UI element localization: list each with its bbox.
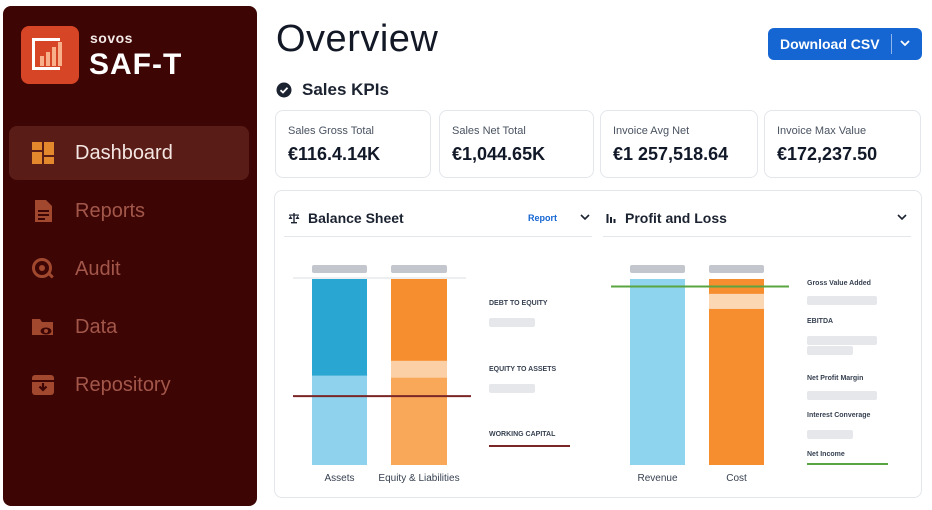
x-tick-label: Cost (726, 473, 747, 484)
download-csv-button[interactable]: Download CSV (768, 28, 922, 60)
kpi-card-sales-net-total: Sales Net Total €1,044.65K (439, 110, 594, 178)
bar-segment (391, 279, 447, 361)
balance-sheet-header: Balance Sheet (288, 210, 404, 226)
profit-loss-header: Profit and Loss (606, 210, 727, 226)
sidebar: sovos SAF-T Dashboard Reports Audit (3, 6, 257, 506)
bar-segment (709, 308, 764, 465)
sidebar-item-reports[interactable]: Reports (9, 184, 249, 238)
metric-value-placeholder (807, 296, 877, 305)
page-title: Overview (276, 18, 439, 60)
metric-label: Gross Value Added (807, 280, 871, 287)
data-folder-icon (32, 319, 53, 335)
check-circle-icon (276, 82, 292, 98)
app-logo (21, 26, 79, 84)
bar-segment (391, 360, 447, 378)
metric-value-placeholder (807, 336, 877, 345)
ratio-value-placeholder (489, 384, 535, 393)
balance-sheet-divider (284, 236, 592, 237)
download-csv-label: Download CSV (780, 36, 880, 52)
sales-kpis-heading: Sales KPIs (276, 80, 389, 100)
section-title: Sales KPIs (302, 80, 389, 99)
sidebar-item-audit[interactable]: Audit (9, 242, 249, 296)
profit-loss-title: Profit and Loss (625, 210, 727, 226)
profit-loss-chevron-down-icon[interactable] (896, 211, 908, 223)
bar-header-placeholder (630, 265, 685, 273)
ratio-value-placeholder (489, 318, 535, 327)
bar-chart-logo-icon (32, 38, 62, 70)
scale-balance-icon (288, 213, 300, 224)
kpi-value: €1 257,518.64 (613, 144, 729, 164)
kpi-value: €172,237.50 (777, 144, 878, 164)
bar-segment (312, 279, 367, 376)
metric-label: EBITDA (807, 318, 833, 325)
brand-company: sovos (90, 30, 133, 46)
bar-segment (630, 279, 685, 465)
ratio-label: WORKING CAPITAL (489, 431, 556, 438)
sidebar-item-repository[interactable]: Repository (9, 358, 249, 412)
button-divider (891, 34, 892, 54)
bar-header-placeholder (391, 265, 447, 273)
kpi-label: Invoice Max Value (777, 125, 867, 137)
metric-label: Net Profit Margin (807, 375, 863, 382)
kpi-label: Invoice Avg Net (613, 125, 690, 137)
audit-magnifier-icon (32, 258, 54, 279)
kpi-card-sales-gross-total: Sales Gross Total €116.4.14K (275, 110, 431, 178)
dashboard-icon (32, 142, 54, 164)
kpi-label: Sales Net Total (452, 125, 526, 137)
metric-value-placeholder (807, 391, 877, 400)
x-tick-label: Assets (324, 473, 354, 484)
bar-chart-icon (606, 213, 616, 223)
ratio-label: EQUITY TO ASSETS (489, 366, 556, 373)
balance-sheet-title: Balance Sheet (308, 210, 404, 226)
metric-label: Interest Converage (807, 412, 871, 419)
balance-sheet-report-link[interactable]: Report (528, 213, 557, 223)
metric-label: Net Income (807, 451, 845, 458)
bar-header-placeholder (312, 265, 367, 273)
x-tick-label: Revenue (637, 473, 677, 484)
sidebar-item-label: Dashboard (75, 141, 173, 164)
kpi-value: €116.4.14K (288, 144, 381, 164)
bar-header-placeholder (709, 265, 764, 273)
chevron-down-icon[interactable] (899, 37, 911, 49)
kpi-value: €1,044.65K (452, 144, 546, 164)
kpi-card-invoice-max-value: Invoice Max Value €172,237.50 (764, 110, 921, 178)
kpi-card-invoice-avg-net: Invoice Avg Net €1 257,518.64 (600, 110, 758, 178)
sidebar-item-label: Data (75, 315, 118, 338)
profit-loss-divider (603, 236, 911, 237)
balance-sheet-chevron-down-icon[interactable] (579, 211, 591, 223)
sidebar-item-dashboard[interactable]: Dashboard (9, 126, 249, 180)
bar-segment (391, 377, 447, 465)
x-tick-label: Equity & Liabilities (378, 473, 459, 484)
bar-segment (709, 293, 764, 309)
report-doc-icon (35, 200, 52, 222)
sidebar-item-label: Repository (75, 373, 171, 396)
bar-segment (312, 375, 367, 465)
brand-product: SAF-T (89, 48, 183, 81)
metric-value-placeholder (807, 346, 853, 355)
repository-box-icon (32, 375, 54, 395)
metric-value-placeholder (807, 430, 853, 439)
ratio-label: DEBT TO EQUITY (489, 300, 548, 307)
sidebar-item-data[interactable]: Data (9, 300, 249, 354)
sidebar-item-label: Audit (75, 257, 121, 280)
sidebar-item-label: Reports (75, 199, 146, 222)
kpi-label: Sales Gross Total (288, 125, 375, 137)
